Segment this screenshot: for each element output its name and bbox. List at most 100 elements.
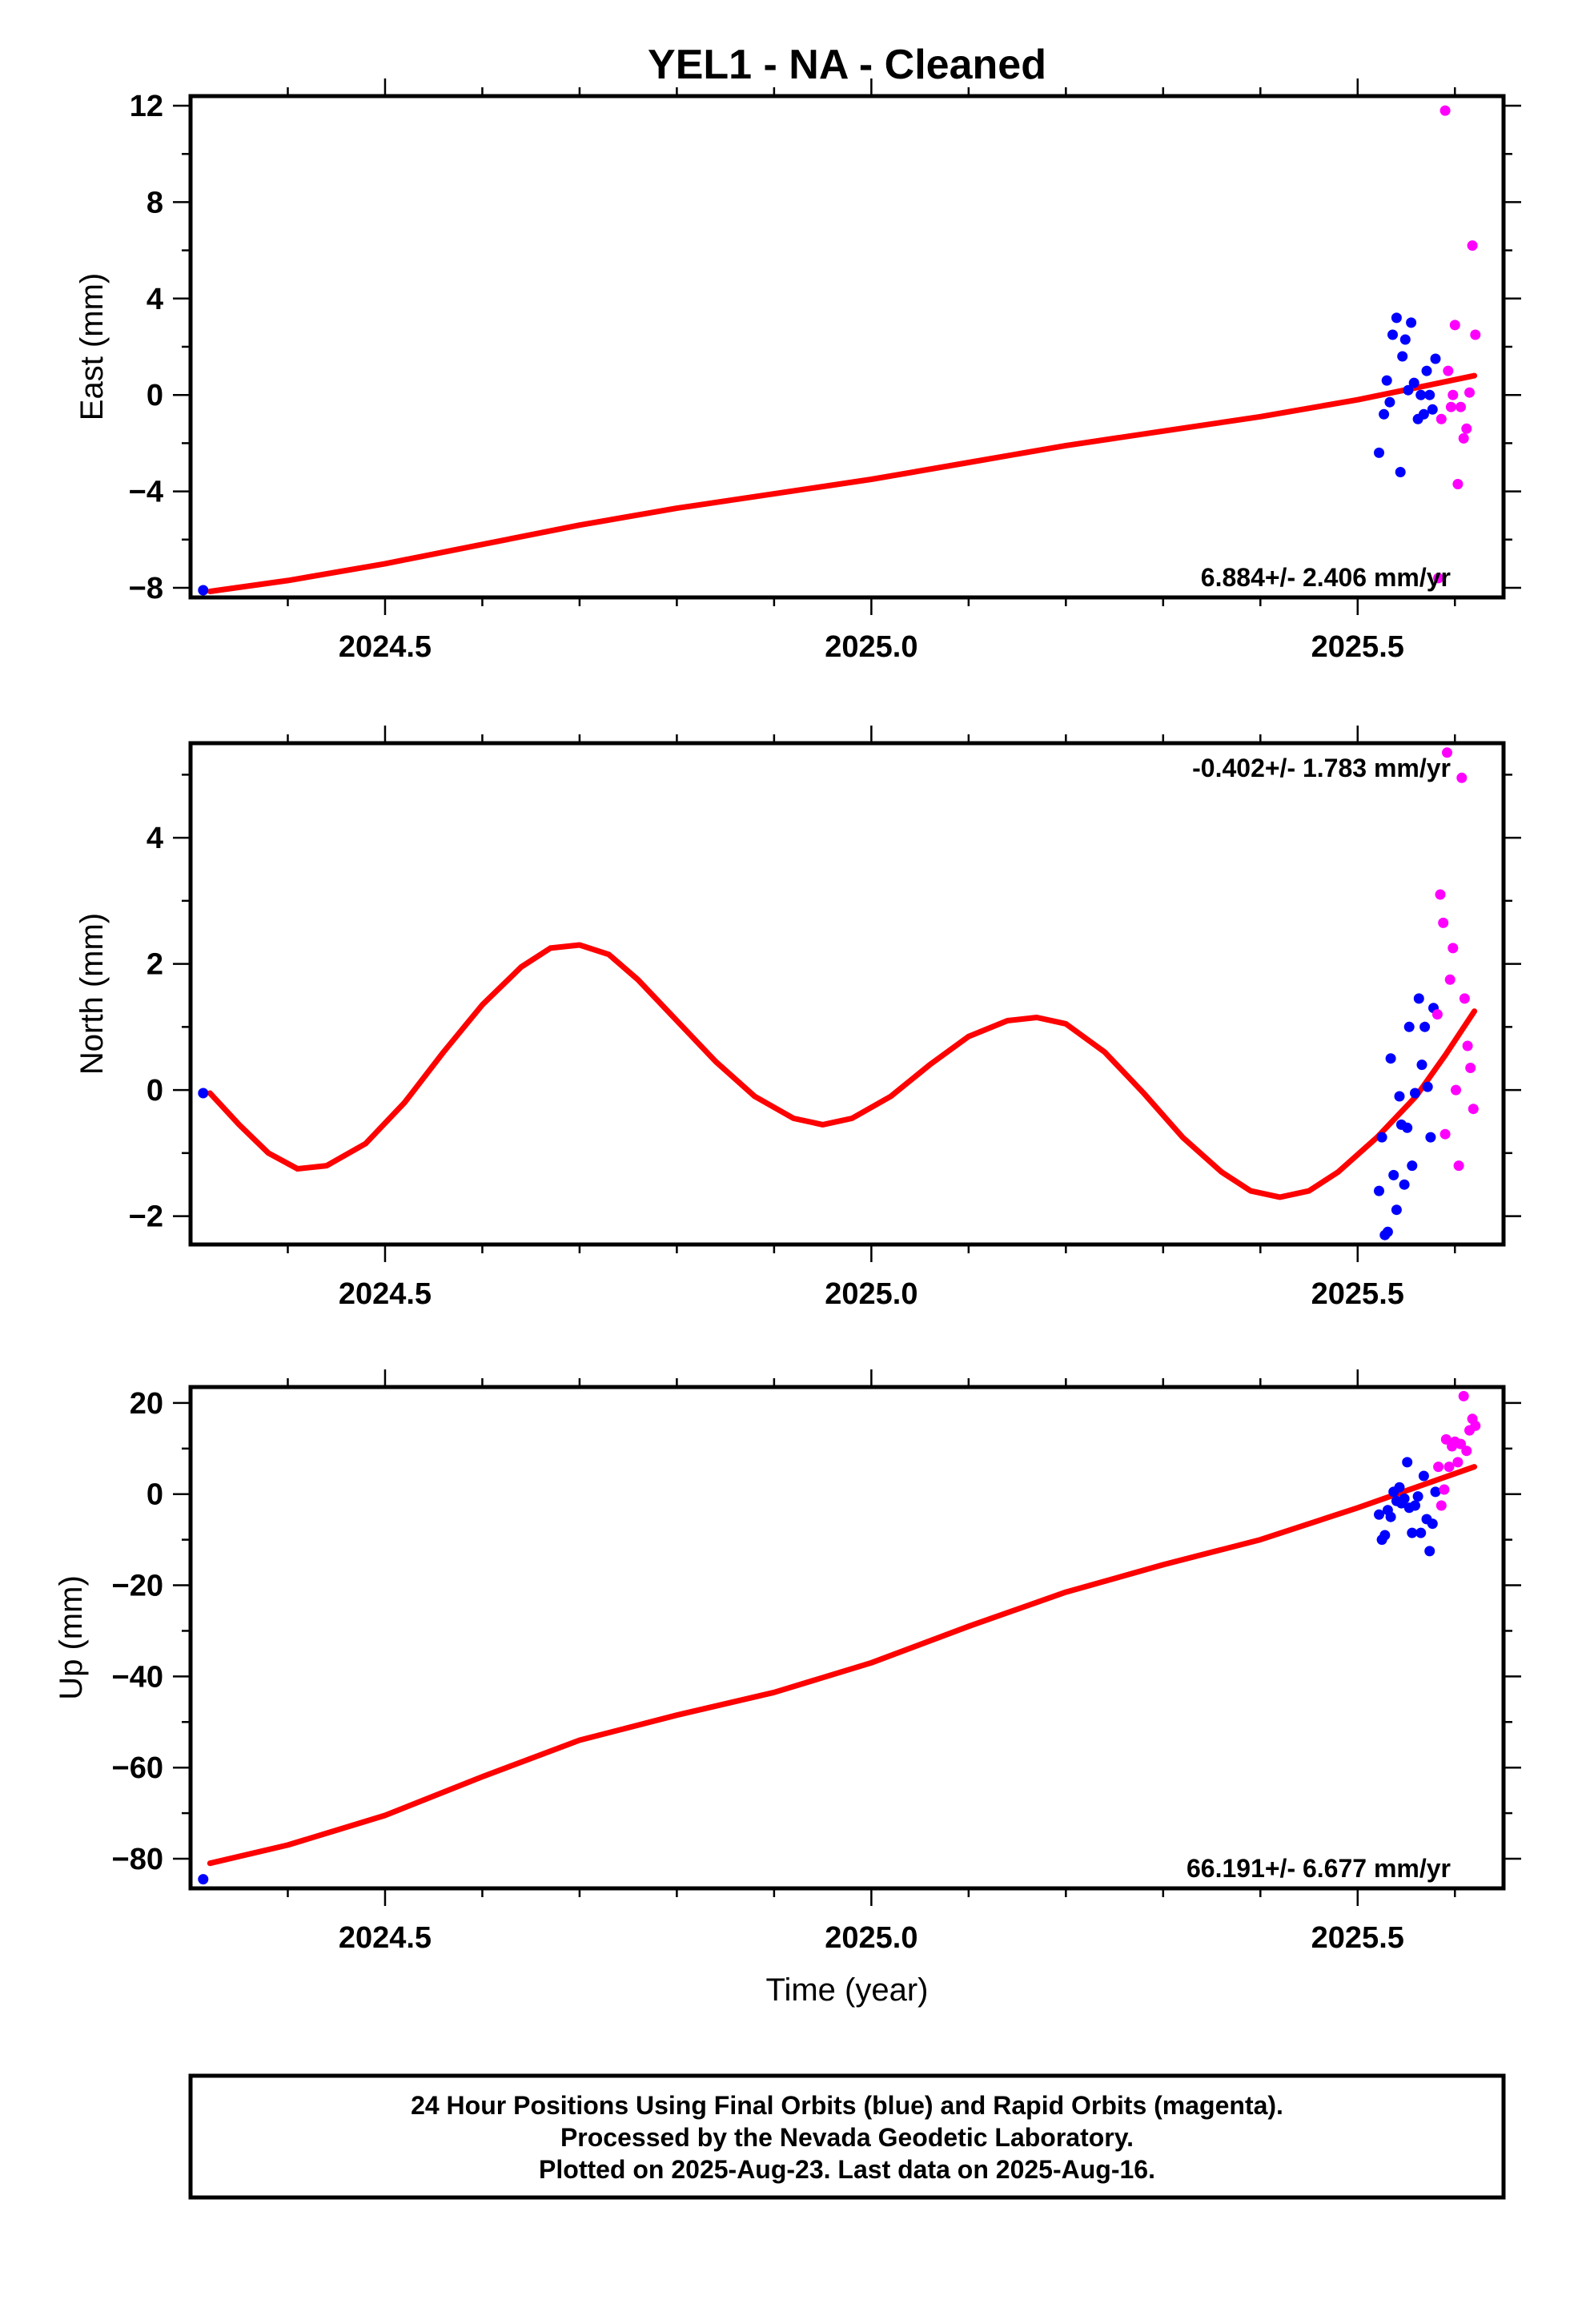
north-final-point: [198, 1088, 209, 1099]
east-ytick-label: −4: [129, 476, 163, 509]
east-final-point: [198, 585, 209, 596]
east-final-point: [1403, 384, 1414, 396]
east-final-point: [1408, 377, 1419, 388]
east-final-point: [1427, 404, 1438, 415]
east-final-point: [1418, 408, 1429, 420]
north-final-point: [1382, 1226, 1393, 1237]
east-final-point: [1430, 353, 1441, 364]
north-panel: 2024.5 2025.0 2025.5 −2 0 2 4 North (mm) -0.402+…: [74, 726, 1521, 1311]
north-final-point: [1425, 1132, 1436, 1143]
up-xtick-label: 2025.5: [1311, 1921, 1404, 1955]
east-final-point: [1391, 312, 1402, 324]
north-rapid-point: [1431, 1009, 1443, 1020]
up-rapid-point: [1461, 1445, 1472, 1457]
east-rapid-point: [1456, 401, 1466, 412]
up-rapid-point: [1435, 1500, 1447, 1511]
up-final-point: [198, 1874, 209, 1885]
up-ytick-label: 20: [130, 1387, 163, 1421]
north-rapid-point: [1453, 1160, 1464, 1172]
up-ytick-label: −60: [112, 1751, 163, 1785]
east-plot-frame: [188, 94, 1506, 600]
east-final-point: [1406, 317, 1417, 328]
north-rapid-point: [1459, 993, 1470, 1004]
north-xtick-label: 2025.0: [825, 1277, 917, 1311]
east-ytick-label: −8: [129, 572, 163, 605]
north-final-point: [1394, 1091, 1405, 1102]
up-final-point: [1402, 1457, 1413, 1468]
north-rapid-point: [1439, 1128, 1451, 1140]
north-final-point: [1374, 1185, 1384, 1196]
footer-line-2: Processed by the Nevada Geodetic Laborat…: [560, 2123, 1134, 2152]
up-ytick-label: −20: [112, 1570, 163, 1603]
up-final-point: [1427, 1518, 1438, 1530]
east-final-point: [1397, 351, 1408, 362]
up-rapid-point: [1443, 1462, 1455, 1473]
east-ytick-label: 4: [147, 283, 163, 316]
north-final-point: [1376, 1132, 1387, 1143]
east-final-point: [1424, 389, 1435, 400]
up-panel: 2024.5 2025.0 2025.5 −80 −60 −40 −20 0 20 Up (mm)…: [54, 1369, 1521, 2008]
north-rapid-point: [1465, 1063, 1476, 1073]
up-final-point: [1415, 1527, 1427, 1538]
up-xtick-label: 2024.5: [339, 1921, 432, 1955]
up-final-point: [1407, 1527, 1418, 1538]
north-final-point: [1419, 1021, 1431, 1032]
east-rapid-point: [1461, 423, 1472, 434]
east-ytick-label: 8: [147, 186, 163, 219]
north-final-point: [1407, 1160, 1418, 1172]
east-ytick-label: 12: [130, 90, 163, 123]
up-rapid-point: [1458, 1390, 1469, 1401]
north-final-point: [1388, 1169, 1399, 1180]
east-rapid-point: [1467, 240, 1478, 251]
east-final-point: [1387, 329, 1398, 340]
north-final-point: [1402, 1122, 1413, 1133]
up-xtick-label: 2025.0: [825, 1921, 917, 1955]
east-rapid-point: [1435, 413, 1447, 424]
up-final-point: [1410, 1500, 1420, 1511]
up-final-point: [1412, 1491, 1423, 1502]
east-ytick-label: 0: [147, 379, 163, 412]
east-final-point: [1415, 389, 1427, 400]
east-rapid-point: [1447, 389, 1459, 400]
up-x-axis-label: Time (year): [766, 1972, 929, 2008]
east-rapid-point: [1464, 387, 1475, 398]
up-y-axis-label: Up (mm): [54, 1575, 89, 1700]
north-xtick-label: 2025.5: [1311, 1277, 1404, 1311]
east-final-point: [1421, 365, 1432, 376]
east-panel: 2024.5 2025.0 2025.5 −8 −4 0 4 8 12 East (mm) 6.88…: [74, 78, 1521, 664]
north-final-point: [1391, 1204, 1402, 1216]
north-rapid-point: [1462, 1040, 1473, 1051]
figure-title: YEL1 - NA - Cleaned: [648, 42, 1046, 88]
up-final-point: [1399, 1493, 1410, 1504]
north-final-point: [1399, 1179, 1410, 1190]
footer-box: 24 Hour Positions Using Final Orbits (bl…: [188, 2073, 1506, 2200]
up-final-point: [1424, 1546, 1435, 1557]
north-plot-frame: [188, 741, 1506, 1247]
up-ytick-label: −40: [112, 1660, 163, 1694]
north-final-point: [1416, 1059, 1427, 1071]
up-final-point: [1394, 1482, 1405, 1493]
north-rapid-point: [1442, 747, 1452, 758]
up-final-point: [1379, 1530, 1391, 1541]
up-final-point: [1418, 1470, 1429, 1482]
north-xtick-label: 2024.5: [339, 1277, 432, 1311]
north-rapid-point: [1468, 1104, 1479, 1115]
up-rapid-point: [1439, 1484, 1450, 1495]
north-final-point: [1422, 1081, 1433, 1092]
east-rapid-point: [1452, 479, 1464, 489]
up-final-point: [1385, 1511, 1396, 1522]
east-xtick-label: 2024.5: [339, 630, 432, 664]
east-xtick-label: 2025.0: [825, 630, 917, 664]
up-final-point: [1430, 1486, 1441, 1498]
north-final-point: [1385, 1053, 1396, 1064]
east-rate-label: 6.884+/- 2.406 mm/yr: [1201, 563, 1451, 592]
north-final-point: [1403, 1021, 1415, 1032]
east-rapid-point: [1433, 573, 1444, 584]
north-rapid-point: [1451, 1084, 1461, 1096]
up-ytick-label: −80: [112, 1843, 163, 1876]
north-rapid-point: [1456, 772, 1468, 783]
north-final-point: [1413, 993, 1424, 1004]
up-ytick-label: 0: [147, 1478, 163, 1512]
up-rapid-point: [1433, 1462, 1444, 1473]
